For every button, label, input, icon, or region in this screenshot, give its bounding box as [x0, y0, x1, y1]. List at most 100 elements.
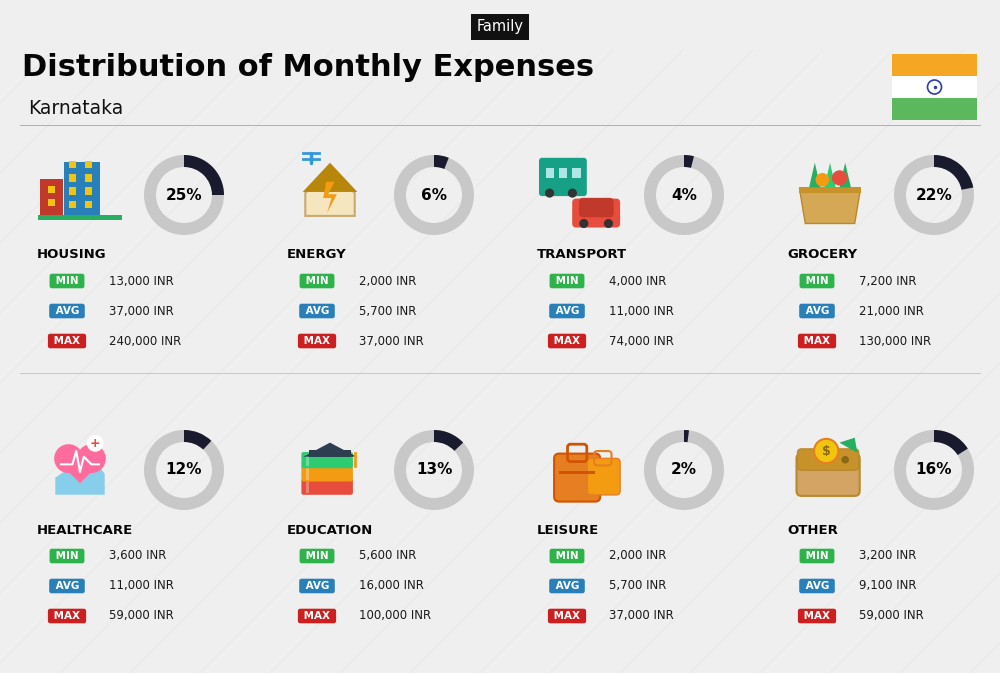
- Text: 2%: 2%: [671, 462, 697, 478]
- Text: TRANSPORT: TRANSPORT: [537, 248, 627, 262]
- FancyBboxPatch shape: [579, 198, 614, 217]
- Bar: [85, 201, 92, 209]
- Wedge shape: [394, 430, 474, 510]
- Polygon shape: [55, 466, 105, 495]
- Text: 240,000 INR: 240,000 INR: [109, 334, 181, 347]
- Text: MIN: MIN: [552, 276, 582, 286]
- Text: MAX: MAX: [550, 336, 584, 346]
- Text: 12%: 12%: [166, 462, 202, 478]
- Text: 37,000 INR: 37,000 INR: [359, 334, 424, 347]
- Wedge shape: [434, 155, 449, 169]
- Bar: [48, 199, 55, 207]
- Text: 25%: 25%: [166, 188, 202, 203]
- Text: AVG: AVG: [552, 306, 582, 316]
- Bar: [69, 161, 76, 168]
- Polygon shape: [840, 437, 857, 453]
- Wedge shape: [644, 155, 724, 235]
- Polygon shape: [840, 163, 851, 187]
- Text: MAX: MAX: [300, 611, 334, 621]
- Polygon shape: [809, 163, 821, 187]
- Bar: [892, 98, 977, 120]
- FancyBboxPatch shape: [301, 479, 353, 495]
- FancyBboxPatch shape: [301, 452, 353, 468]
- Wedge shape: [934, 430, 968, 455]
- Text: AVG: AVG: [302, 306, 332, 316]
- Text: MAX: MAX: [300, 336, 334, 346]
- Text: 16%: 16%: [916, 462, 952, 478]
- Bar: [85, 174, 92, 182]
- Text: MAX: MAX: [550, 611, 584, 621]
- Polygon shape: [305, 166, 355, 216]
- Wedge shape: [144, 155, 224, 235]
- Polygon shape: [824, 163, 836, 187]
- Circle shape: [579, 219, 588, 228]
- FancyBboxPatch shape: [554, 454, 600, 501]
- FancyBboxPatch shape: [797, 454, 860, 496]
- Text: 74,000 INR: 74,000 INR: [609, 334, 674, 347]
- Text: MAX: MAX: [50, 336, 84, 346]
- Text: 2,000 INR: 2,000 INR: [359, 275, 416, 287]
- Text: AVG: AVG: [552, 581, 582, 591]
- Text: 59,000 INR: 59,000 INR: [109, 610, 174, 623]
- Wedge shape: [894, 155, 974, 235]
- Polygon shape: [303, 163, 357, 192]
- Circle shape: [87, 435, 104, 452]
- Text: 4%: 4%: [671, 188, 697, 203]
- Text: MAX: MAX: [50, 611, 84, 621]
- Wedge shape: [684, 155, 694, 168]
- Text: MAX: MAX: [800, 611, 834, 621]
- Polygon shape: [55, 458, 105, 483]
- Bar: [799, 187, 861, 193]
- Text: AVG: AVG: [802, 581, 832, 591]
- Text: 5,600 INR: 5,600 INR: [359, 549, 416, 563]
- Text: LEISURE: LEISURE: [537, 524, 599, 536]
- Wedge shape: [434, 430, 463, 451]
- Bar: [48, 186, 55, 193]
- Text: MIN: MIN: [552, 551, 582, 561]
- Wedge shape: [394, 155, 474, 235]
- Text: Family: Family: [477, 20, 524, 34]
- Bar: [85, 187, 92, 195]
- Text: MIN: MIN: [52, 551, 82, 561]
- Wedge shape: [934, 155, 973, 190]
- Circle shape: [77, 444, 106, 473]
- Text: +: +: [90, 437, 101, 450]
- Wedge shape: [144, 430, 224, 510]
- Bar: [306, 481, 309, 493]
- Bar: [306, 467, 309, 479]
- Text: 13,000 INR: 13,000 INR: [109, 275, 174, 287]
- Text: $: $: [822, 444, 831, 458]
- Circle shape: [841, 456, 849, 464]
- FancyBboxPatch shape: [572, 199, 620, 227]
- Text: 7,200 INR: 7,200 INR: [859, 275, 916, 287]
- Text: 13%: 13%: [416, 462, 452, 478]
- Wedge shape: [644, 430, 724, 510]
- Text: 59,000 INR: 59,000 INR: [859, 610, 924, 623]
- Bar: [892, 54, 977, 76]
- FancyBboxPatch shape: [587, 458, 620, 495]
- Text: 11,000 INR: 11,000 INR: [609, 304, 674, 318]
- Bar: [572, 168, 581, 178]
- Bar: [306, 454, 309, 466]
- Text: OTHER: OTHER: [787, 524, 838, 536]
- Bar: [38, 215, 122, 219]
- Bar: [546, 168, 554, 178]
- Circle shape: [568, 188, 577, 198]
- Wedge shape: [684, 430, 689, 442]
- Text: 9,100 INR: 9,100 INR: [859, 579, 916, 592]
- Text: 37,000 INR: 37,000 INR: [609, 610, 674, 623]
- Wedge shape: [184, 430, 211, 450]
- Text: 3,600 INR: 3,600 INR: [109, 549, 166, 563]
- Circle shape: [814, 439, 838, 463]
- Text: AVG: AVG: [802, 306, 832, 316]
- Bar: [85, 161, 92, 168]
- Text: AVG: AVG: [52, 306, 82, 316]
- Text: 37,000 INR: 37,000 INR: [109, 304, 174, 318]
- Bar: [69, 174, 76, 182]
- FancyBboxPatch shape: [798, 449, 859, 470]
- Text: MAX: MAX: [800, 336, 834, 346]
- Circle shape: [54, 444, 83, 473]
- Bar: [69, 187, 76, 195]
- Text: 16,000 INR: 16,000 INR: [359, 579, 424, 592]
- Text: MIN: MIN: [52, 276, 82, 286]
